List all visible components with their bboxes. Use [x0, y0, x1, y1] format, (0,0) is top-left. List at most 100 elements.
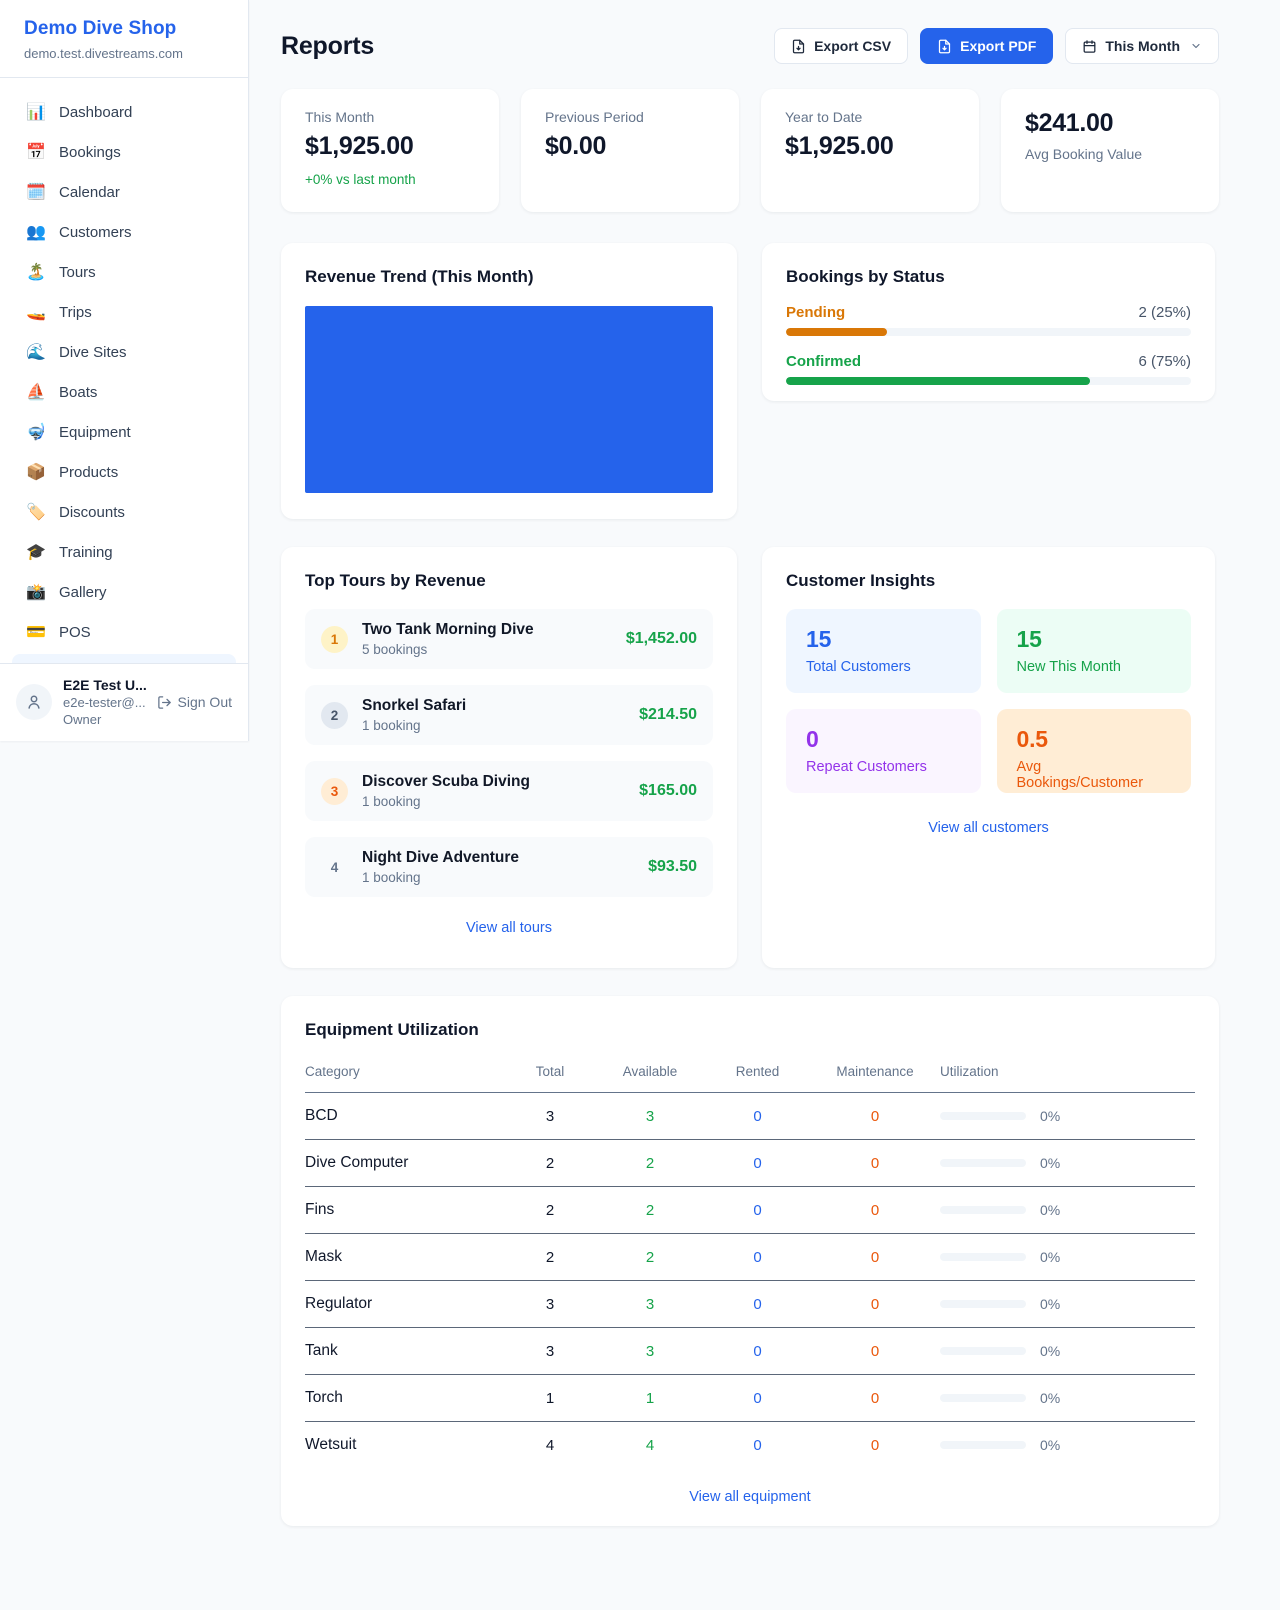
tour-meta: Night Dive Adventure 1 booking [362, 849, 634, 885]
sidebar-item-label: Bookings [59, 143, 121, 161]
sidebar-item-label: Customers [59, 223, 132, 241]
sidebar-item-gallery[interactable]: 📸 Gallery [12, 572, 236, 612]
stat-value: $1,925.00 [305, 132, 414, 160]
view-all-customers-link[interactable]: View all customers [928, 820, 1049, 836]
cell-available: 2 [595, 1233, 705, 1281]
sidebar-item-label: Boats [59, 383, 98, 401]
column-header-rented: Rented [705, 1050, 810, 1093]
insight-tile-repeat-customers: 0 Repeat Customers [786, 709, 981, 793]
user-role: Owner [63, 712, 102, 727]
status-bar-track [786, 328, 1191, 336]
cell-category: Wetsuit [305, 1436, 357, 1454]
view-all-tours-link[interactable]: View all tours [466, 920, 552, 936]
sidebar-item-trips[interactable]: 🚤 Trips [12, 292, 236, 332]
cell-category: Regulator [305, 1280, 505, 1328]
cell-category: Tank [305, 1327, 505, 1375]
sidebar-item-equipment[interactable]: 🤿 Equipment [12, 412, 236, 452]
dashboard-chart-icon: 📊 [26, 104, 46, 121]
page-header: Reports Export CSV Export PDF This Month [281, 28, 1219, 64]
insight-value: 0 [806, 726, 819, 752]
sidebar-item-label: Gallery [59, 583, 107, 601]
cell-available: 1 [595, 1374, 705, 1422]
sidebar-item-products[interactable]: 📦 Products [12, 452, 236, 492]
avatar [16, 684, 52, 720]
cell-category: Mask [305, 1233, 505, 1281]
sidebar-item-tours[interactable]: 🏝️ Tours [12, 252, 236, 292]
export-csv-label: Export CSV [814, 38, 892, 54]
status-row-pending: Pending 2 (25%) [786, 304, 1191, 336]
header-actions: Export CSV Export PDF This Month [774, 28, 1219, 64]
trips-boat-icon: 🚤 [26, 304, 46, 321]
cell-maintenance: 0 [810, 1139, 940, 1187]
sidebar-item-customers[interactable]: 👥 Customers [12, 212, 236, 252]
cell-maintenance: 0 [810, 1186, 940, 1234]
cell-total: 2 [505, 1233, 595, 1281]
sidebar-item-pos[interactable]: 💳 POS [12, 612, 236, 652]
sidebar-item-dashboard[interactable]: 📊 Dashboard [12, 92, 236, 132]
sidebar-item-reports-active-peek[interactable] [12, 654, 236, 663]
sidebar-user-footer: E2E Test U... e2e-tester@... Owner Sign … [0, 663, 248, 741]
equipment-table: Category Total Available Rented Maintenance U… [305, 1050, 1195, 1469]
sidebar-item-label: Trips [59, 303, 92, 321]
view-all-equipment-link[interactable]: View all equipment [689, 1488, 811, 1505]
equipment-utilization-card: Equipment Utilization Category Total Avail… [281, 996, 1219, 1526]
export-pdf-label: Export PDF [960, 38, 1037, 54]
cell-utilization: 0% [940, 1280, 1195, 1328]
sign-out-icon [157, 695, 171, 709]
status-count: 6 (75%) [1138, 353, 1191, 370]
tour-item-1: 1 Two Tank Morning Dive 5 bookings $1,45… [305, 609, 713, 669]
cell-maintenance: 0 [810, 1280, 940, 1328]
tour-list: 1 Two Tank Morning Dive 5 bookings $1,45… [305, 609, 713, 897]
export-csv-button[interactable]: Export CSV [774, 28, 909, 64]
status-bar-fill [786, 328, 888, 336]
pos-credit-card-icon: 💳 [26, 624, 46, 641]
export-pdf-button[interactable]: Export PDF [920, 28, 1054, 64]
status-count: 2 (25%) [1138, 304, 1191, 321]
tour-revenue: $165.00 [639, 782, 697, 799]
tours-island-icon: 🏝️ [26, 264, 46, 281]
utilization-bar [940, 1206, 1026, 1214]
cell-rented: 0 [705, 1139, 810, 1187]
sidebar-item-bookings[interactable]: 📅 Bookings [12, 132, 236, 172]
sign-out-button[interactable]: Sign Out [157, 694, 232, 710]
cell-total: 4 [545, 1436, 555, 1454]
sidebar-item-discounts[interactable]: 🏷️ Discounts [12, 492, 236, 532]
sidebar-item-label: Discounts [59, 503, 125, 521]
cell-rented: 0 [705, 1327, 810, 1375]
rank-badge: 1 [321, 625, 348, 653]
utilization-bar [940, 1300, 1026, 1308]
charts-row: Revenue Trend (This Month) Bookings by S… [281, 243, 1220, 519]
column-header-utilization: Utilization [940, 1050, 1195, 1093]
sidebar-item-dive-sites[interactable]: 🌊 Dive Sites [12, 332, 236, 372]
tour-revenue: $1,452.00 [625, 630, 697, 647]
sidebar-item-boats[interactable]: ⛵ Boats [12, 372, 236, 412]
cell-rented: 0 [705, 1374, 810, 1422]
lists-row: Top Tours by Revenue 1 Two Tank Morning … [281, 547, 1220, 968]
page-title: Reports [281, 31, 375, 60]
training-grad-cap-icon: 🎓 [26, 544, 46, 561]
cell-available: 4 [645, 1436, 655, 1454]
sidebar-item-calendar[interactable]: 🗓️ Calendar [12, 172, 236, 212]
stat-card-this-month: This Month $1,925.00 +0% vs last month [281, 89, 499, 212]
sidebar-item-label: Dashboard [59, 103, 133, 121]
sidebar-item-training[interactable]: 🎓 Training [12, 532, 236, 572]
tour-name: Snorkel Safari [362, 697, 467, 714]
tour-item-4: 4 Night Dive Adventure 1 booking $93.50 [305, 837, 713, 897]
revenue-trend-chart [305, 306, 713, 493]
tour-meta: Snorkel Safari 1 booking [362, 697, 625, 733]
main-content: Reports Export CSV Export PDF This Month [249, 0, 1220, 1566]
utilization-percent: 0% [1040, 1155, 1061, 1171]
cell-maintenance: 0 [810, 1374, 940, 1422]
status-row-confirmed: Confirmed 6 (75%) [786, 353, 1191, 385]
period-selector[interactable]: This Month [1065, 28, 1219, 64]
cell-maintenance: 0 [810, 1327, 940, 1375]
table-row-tank: Tank 3 3 0 0 0% [305, 1327, 1195, 1375]
cell-rented: 0 [705, 1186, 810, 1234]
utilization-percent: 0% [1040, 1249, 1061, 1265]
cell-category: Dive Computer [305, 1139, 505, 1187]
calendar-icon [1083, 39, 1096, 53]
cell-available: 2 [595, 1186, 705, 1234]
user-meta: E2E Test U... e2e-tester@... Owner [63, 677, 147, 727]
utilization-percent: 0% [1040, 1202, 1061, 1218]
equipment-mask-icon: 🤿 [26, 424, 46, 441]
